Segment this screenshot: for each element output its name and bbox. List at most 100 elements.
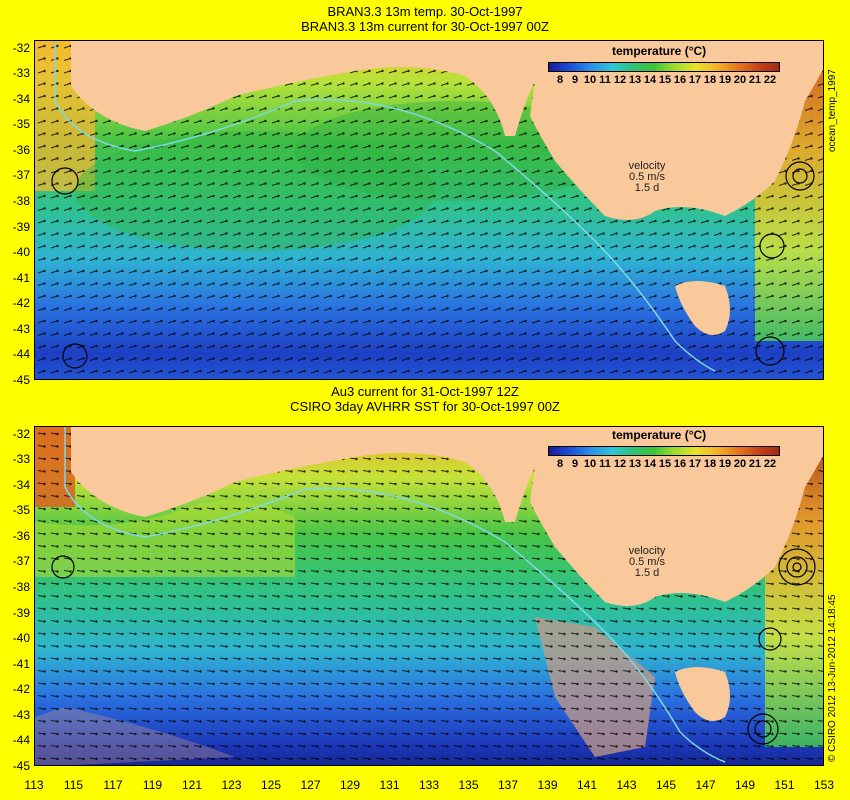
top-velocity-sub: 1.5 d: [634, 182, 660, 194]
legend-tick: 18: [703, 74, 717, 86]
lon-tick: 131: [379, 778, 400, 792]
bottom-velocity-sub: 1.5 d: [634, 567, 660, 579]
bottom-lat-tick: -38: [12, 580, 30, 595]
legend-tick: 9: [571, 458, 579, 470]
legend-tick: 22: [763, 458, 777, 470]
legend-tick: 14: [643, 74, 657, 86]
lon-tick: 139: [537, 778, 558, 792]
top-lat-tick: -37: [12, 168, 30, 183]
bottom-lat-tick: -33: [12, 452, 30, 467]
bottom-title-line1: Au3 current for 31-Oct-1997 12Z: [331, 384, 519, 399]
lon-tick: 119: [142, 778, 163, 792]
lon-tick: 153: [813, 778, 835, 792]
bottom-title-line2: CSIRO 3day AVHRR SST for 30-Oct-1997 00Z: [290, 399, 560, 414]
legend-tick: 14: [643, 458, 657, 470]
top-lat-tick: -38: [12, 194, 30, 209]
legend-tick: 12: [613, 74, 627, 86]
lon-tick: 147: [695, 778, 716, 792]
legend-tick: 13: [628, 458, 642, 470]
legend-tick: 13: [628, 74, 642, 86]
bottom-velocity-scale: 0.5 m/s: [628, 556, 666, 568]
legend-tick: 16: [673, 74, 687, 86]
top-lat-tick: -34: [12, 91, 30, 106]
lon-tick: 127: [300, 778, 321, 792]
top-legend-title: temperature (°C): [612, 44, 707, 58]
lon-tick: 113: [24, 778, 44, 792]
top-lat-tick: -40: [12, 245, 30, 260]
lon-tick: 143: [616, 778, 637, 792]
lon-tick: 137: [497, 778, 519, 792]
bottom-lat-tick: -34: [12, 477, 30, 492]
legend-tick: 17: [688, 74, 702, 86]
legend-tick: 22: [763, 74, 777, 86]
lon-tick: 115: [63, 778, 84, 792]
lon-tick: 121: [181, 778, 203, 792]
legend-tick: 19: [718, 458, 732, 470]
top-side-label: ocean_temp_1997: [827, 69, 838, 152]
legend-tick: 17: [688, 458, 702, 470]
bottom-lat-tick: -35: [12, 503, 30, 518]
top-title-line1: BRAN3.3 13m temp. 30-Oct-1997: [327, 4, 523, 19]
top-velocity-scale: 0.5 m/s: [628, 171, 666, 183]
bottom-legend-colorbar: [548, 446, 780, 456]
top-lat-tick: -42: [12, 296, 30, 311]
top-velocity-key: velocity 0.5 m/s 1.5 d: [610, 161, 684, 194]
top-lat-tick: -43: [12, 321, 30, 336]
legend-tick: 11: [599, 74, 611, 86]
bottom-velocity-label: velocity: [628, 545, 666, 557]
top-legend-colorbar: [548, 62, 780, 72]
legend-tick: 10: [583, 458, 597, 470]
legend-tick: 9: [571, 74, 579, 86]
lon-tick: 145: [655, 778, 677, 792]
lon-tick: 133: [418, 778, 440, 792]
bottom-lat-tick: -39: [12, 605, 30, 620]
lon-tick: 129: [339, 778, 361, 792]
bottom-side-label: © CSIRO 2012 13-Jun-2012 14:18:45: [827, 594, 838, 762]
bottom-lat-tick: -45: [12, 759, 30, 773]
bottom-velocity-key: velocity 0.5 m/s 1.5 d: [610, 546, 684, 579]
legend-tick: 20: [733, 74, 747, 86]
bottom-lat-tick: -40: [12, 631, 30, 646]
bottom-map: [35, 427, 823, 765]
bottom-legend-title: temperature (°C): [612, 428, 707, 442]
top-lat-tick: -41: [12, 270, 30, 285]
legend-tick: 15: [658, 74, 672, 86]
top-lat-tick: -35: [12, 117, 30, 132]
legend-tick: 21: [748, 74, 762, 86]
top-map: [35, 41, 823, 379]
top-lat-tick: -36: [12, 142, 30, 157]
legend-tick: 16: [673, 458, 687, 470]
lon-tick: 151: [774, 778, 795, 792]
legend-tick: 21: [748, 458, 762, 470]
top-lat-tick: -45: [12, 373, 30, 387]
bottom-lat-tick: -42: [12, 682, 30, 697]
legend-tick: 8: [556, 458, 564, 470]
legend-tick: 8: [556, 74, 564, 86]
lon-tick: 141: [576, 778, 598, 792]
legend-tick: 10: [583, 74, 597, 86]
bottom-legend: temperature (°C) 8 9 10 11 12 13 14 15 16 17 18 19 2…: [548, 428, 780, 478]
bottom-lat-tick: -44: [12, 733, 30, 748]
bottom-lat-tick: -36: [12, 528, 30, 543]
lon-tick: 117: [103, 778, 123, 792]
top-lat-tick: -39: [12, 219, 30, 234]
top-title-line2: BRAN3.3 13m current for 30-Oct-1997 00Z: [301, 19, 549, 34]
legend-tick: 15: [658, 458, 672, 470]
top-lat-tick: -44: [12, 347, 30, 362]
top-map-panel: [34, 40, 824, 380]
top-velocity-label: velocity: [628, 160, 666, 172]
bottom-lat-tick: -41: [12, 656, 30, 671]
lon-tick: 149: [734, 778, 756, 792]
top-lat-tick: -33: [12, 66, 30, 81]
bottom-latitude-axis: -32 -33 -34 -35 -36 -37 -38 -39 -40 -41 -42 -43 -44 -…: [0, 426, 34, 773]
top-lat-tick: -32: [12, 40, 30, 55]
bottom-lat-tick: -37: [12, 554, 30, 569]
legend-tick: 20: [733, 458, 747, 470]
top-latitude-axis: -32 -33 -34 -35 -36 -37 -38 -39 -40 -41 -42 -43 -44 -…: [0, 40, 34, 387]
legend-tick: 12: [613, 458, 627, 470]
legend-tick: 11: [599, 458, 611, 470]
lon-tick: 125: [260, 778, 282, 792]
longitude-axis: 113 115 117 119 121 123 125 127 129 131 133 135 137 1…: [0, 778, 850, 798]
bottom-lat-tick: -43: [12, 707, 30, 722]
lon-tick: 123: [221, 778, 242, 792]
